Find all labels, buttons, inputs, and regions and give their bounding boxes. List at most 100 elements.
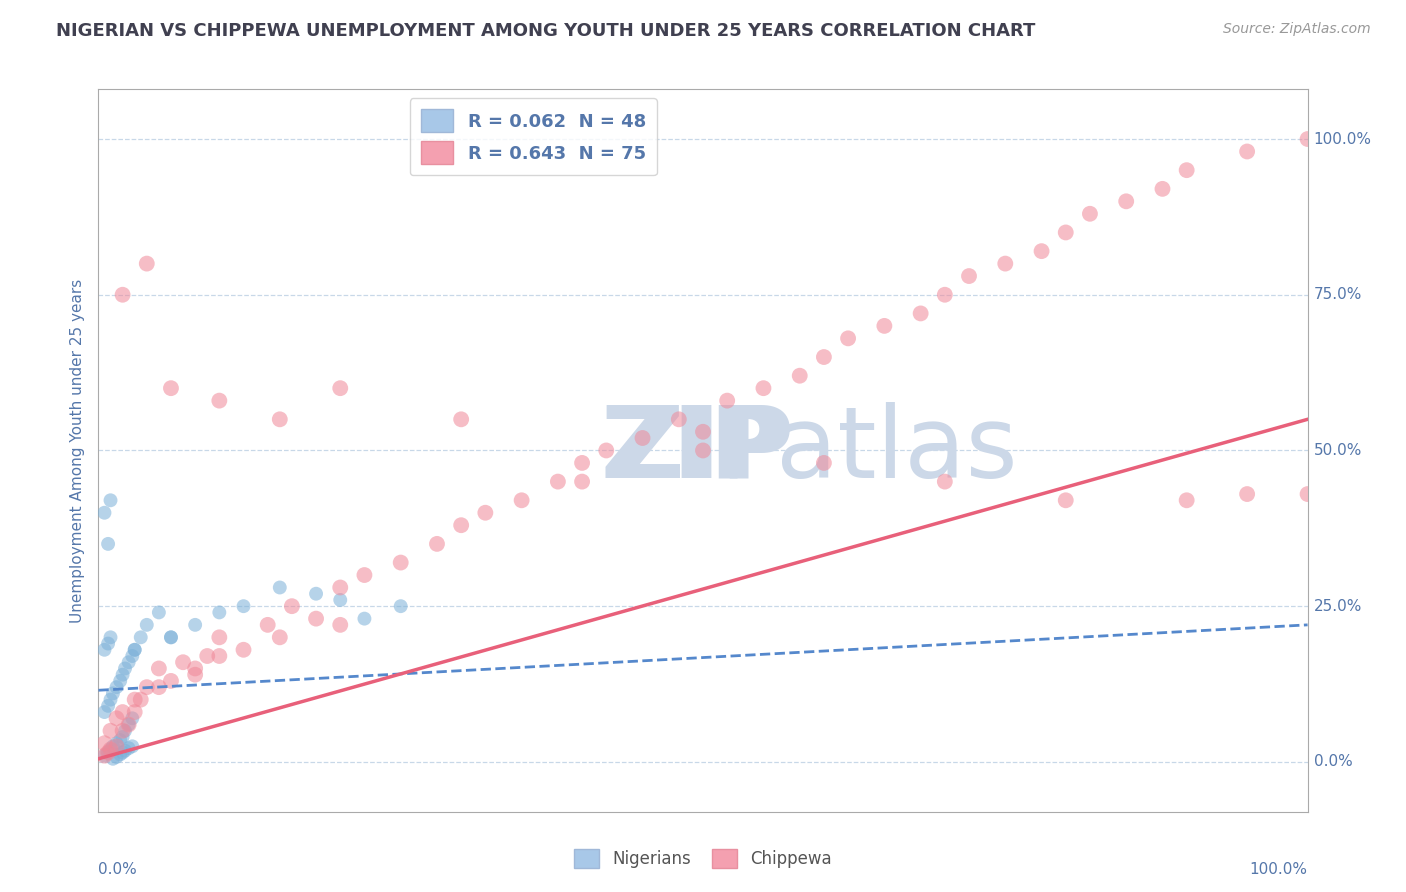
Point <box>93 642 115 657</box>
Text: 50.0%: 50.0% <box>1313 443 1362 458</box>
Point <box>595 443 617 458</box>
Point <box>329 593 352 607</box>
Point <box>547 475 569 489</box>
Point <box>329 381 352 395</box>
Point <box>813 350 835 364</box>
Point <box>910 306 932 320</box>
Point <box>934 287 956 301</box>
Point <box>124 692 146 706</box>
Point <box>111 730 134 744</box>
Point <box>101 752 124 766</box>
Point <box>1236 145 1258 159</box>
Point <box>105 736 128 750</box>
Point <box>172 655 194 669</box>
Point <box>389 556 412 570</box>
Point <box>752 381 775 395</box>
Point <box>957 268 980 283</box>
Point <box>184 618 207 632</box>
Point <box>305 612 328 626</box>
Point <box>1031 244 1053 259</box>
Point <box>135 257 157 271</box>
Point <box>118 717 141 731</box>
Point <box>111 705 134 719</box>
Point <box>121 648 143 663</box>
Point <box>97 537 120 551</box>
Legend: R = 0.062  N = 48, R = 0.643  N = 75: R = 0.062 N = 48, R = 0.643 N = 75 <box>409 98 657 176</box>
Point <box>269 630 291 644</box>
Point <box>111 746 134 760</box>
Point <box>129 692 152 706</box>
Point <box>450 412 472 426</box>
Point <box>353 568 375 582</box>
Point <box>111 667 134 681</box>
Point <box>101 739 124 754</box>
Point <box>631 431 654 445</box>
Point <box>108 733 131 747</box>
Point <box>124 642 146 657</box>
Point <box>100 723 122 738</box>
Point <box>208 630 231 644</box>
Point <box>93 705 115 719</box>
Point <box>93 748 115 763</box>
Point <box>1054 493 1077 508</box>
Point <box>208 648 231 663</box>
Point <box>873 318 896 333</box>
Point <box>994 257 1017 271</box>
Point <box>114 661 136 675</box>
Point <box>184 661 207 675</box>
Point <box>135 618 157 632</box>
Point <box>93 506 115 520</box>
Point <box>1296 132 1319 146</box>
Point <box>305 587 328 601</box>
Point <box>450 518 472 533</box>
Point <box>716 393 738 408</box>
Point <box>837 331 859 345</box>
Point <box>353 612 375 626</box>
Point <box>114 723 136 738</box>
Point <box>571 456 593 470</box>
Point <box>97 636 120 650</box>
Text: 75.0%: 75.0% <box>1313 287 1362 302</box>
Point <box>111 287 134 301</box>
Point <box>474 506 496 520</box>
Point <box>93 736 115 750</box>
Point <box>100 692 122 706</box>
Point <box>668 412 690 426</box>
Text: ZIP: ZIP <box>612 402 794 499</box>
Point <box>1175 163 1198 178</box>
Point <box>789 368 811 383</box>
Point <box>692 425 714 439</box>
Y-axis label: Unemployment Among Youth under 25 years: Unemployment Among Youth under 25 years <box>69 278 84 623</box>
Point <box>118 741 141 756</box>
Point <box>129 630 152 644</box>
Point <box>160 630 183 644</box>
Text: 100.0%: 100.0% <box>1250 863 1308 878</box>
Text: 0.0%: 0.0% <box>98 863 138 878</box>
Legend: Nigerians, Chippewa: Nigerians, Chippewa <box>568 842 838 875</box>
Point <box>97 698 120 713</box>
Point <box>108 673 131 688</box>
Point <box>100 630 122 644</box>
Point <box>389 599 412 614</box>
Point <box>105 750 128 764</box>
Point <box>692 443 714 458</box>
Point <box>105 739 128 754</box>
Point <box>1054 226 1077 240</box>
Point <box>100 493 122 508</box>
Point <box>160 630 183 644</box>
Point <box>329 618 352 632</box>
Point <box>148 606 170 620</box>
Point <box>1078 207 1101 221</box>
Point <box>105 711 128 725</box>
Point <box>813 456 835 470</box>
Point <box>571 475 593 489</box>
Text: 100.0%: 100.0% <box>1313 131 1372 146</box>
Point <box>208 606 231 620</box>
Point <box>160 673 183 688</box>
Point <box>256 618 278 632</box>
Point <box>101 686 124 700</box>
Point <box>148 661 170 675</box>
Point <box>1236 487 1258 501</box>
Point <box>426 537 449 551</box>
Point <box>269 581 291 595</box>
